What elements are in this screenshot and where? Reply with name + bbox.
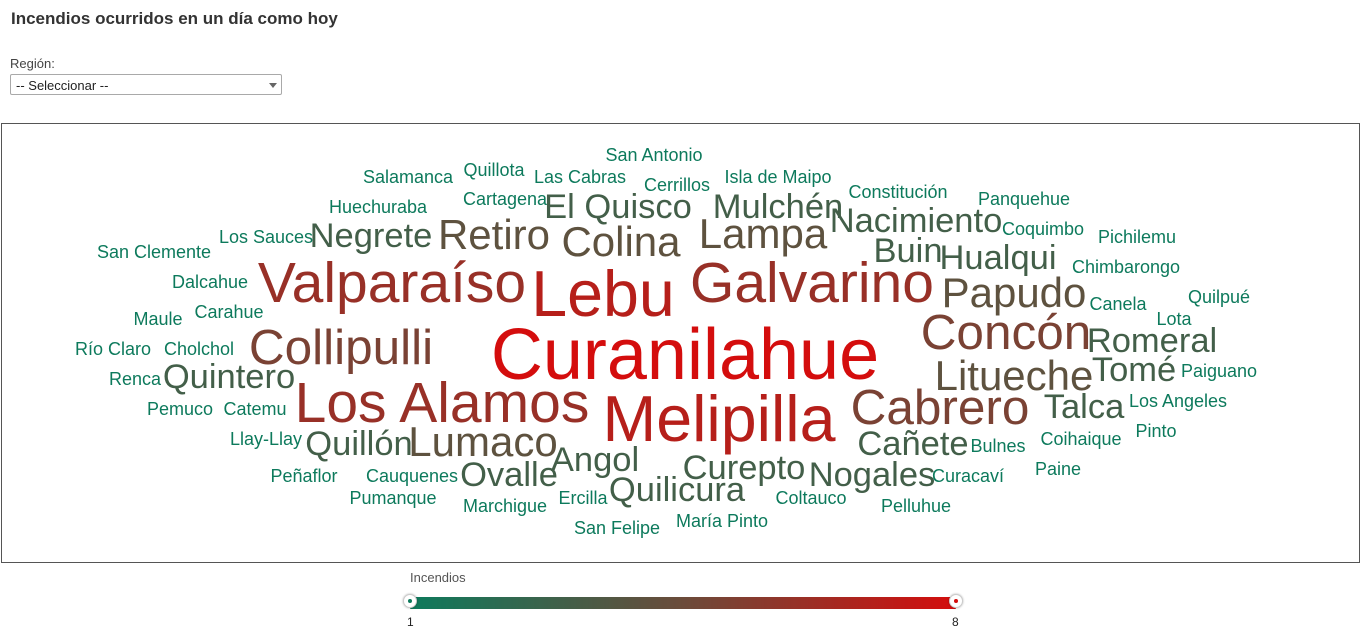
word-panquehue[interactable]: Panquehue [978, 189, 1070, 209]
word-quilicura[interactable]: Quilicura [609, 471, 746, 509]
word-constitucion[interactable]: Constitución [848, 182, 947, 202]
word-cerrillos[interactable]: Cerrillos [644, 175, 710, 195]
word-san-clemente[interactable]: San Clemente [97, 242, 211, 262]
word-cabrero[interactable]: Cabrero [851, 380, 1030, 435]
word-negrete[interactable]: Negrete [310, 217, 433, 255]
word-lebu[interactable]: Lebu [531, 258, 675, 330]
word-mulchen[interactable]: Mulchén [713, 188, 843, 226]
word-coihaique[interactable]: Coihaique [1040, 429, 1121, 449]
word-quilpue[interactable]: Quilpué [1188, 287, 1250, 307]
word-canete[interactable]: Cañete [857, 425, 968, 463]
word-litueche[interactable]: Litueche [935, 352, 1094, 399]
word-papudo[interactable]: Papudo [942, 269, 1087, 316]
legend-min-label: 1 [407, 615, 414, 629]
word-salamanca[interactable]: Salamanca [363, 167, 454, 187]
word-los-angeles[interactable]: Los Angeles [1129, 391, 1227, 411]
word-cartagena[interactable]: Cartagena [463, 189, 548, 209]
word-curacavi[interactable]: Curacaví [932, 466, 1004, 486]
word-pelluhue[interactable]: Pelluhue [881, 496, 951, 516]
word-collipulli[interactable]: Collipulli [249, 320, 433, 375]
word-paine[interactable]: Paine [1035, 459, 1081, 479]
word-coquimbo[interactable]: Coquimbo [1002, 219, 1084, 239]
word-el-quisco[interactable]: El Quisco [544, 188, 692, 226]
word-pemuco[interactable]: Pemuco [147, 399, 213, 419]
word-cholchol[interactable]: Cholchol [164, 339, 234, 359]
word-nogales[interactable]: Nogales [809, 456, 936, 494]
word-lumaco[interactable]: Lumaco [408, 418, 557, 465]
region-select[interactable]: -- Seleccionar -- [10, 74, 282, 95]
word-isla-de-maipo[interactable]: Isla de Maipo [724, 167, 831, 187]
word-maule[interactable]: Maule [133, 309, 182, 329]
word-penaflor[interactable]: Peñaflor [270, 466, 337, 486]
region-select-value: -- Seleccionar -- [16, 78, 109, 93]
word-carahue[interactable]: Carahue [194, 302, 263, 322]
word-curanilahue[interactable]: Curanilahue [491, 315, 879, 395]
word-talca[interactable]: Talca [1044, 388, 1125, 426]
word-san-antonio[interactable]: San Antonio [605, 145, 702, 165]
legend-gradient-bar [410, 597, 956, 609]
word-hualqui[interactable]: Hualqui [940, 239, 1057, 277]
word-bulnes[interactable]: Bulnes [970, 436, 1025, 456]
word-huechuraba[interactable]: Huechuraba [329, 197, 428, 217]
word-concon[interactable]: Concón [921, 305, 1092, 360]
word-colina[interactable]: Colina [561, 218, 681, 265]
word-los-sauces[interactable]: Los Sauces [219, 227, 313, 247]
word-nacimiento[interactable]: Nacimiento [830, 202, 1003, 240]
word-lota[interactable]: Lota [1156, 309, 1192, 329]
word-pichilemu[interactable]: Pichilemu [1098, 227, 1176, 247]
word-los-alamos[interactable]: Los Alamos [295, 371, 590, 435]
word-las-cabras[interactable]: Las Cabras [534, 167, 626, 187]
page-title: Incendios ocurridos en un día como hoy [11, 9, 338, 28]
word-rio-claro[interactable]: Río Claro [75, 339, 151, 359]
word-buin[interactable]: Buin [873, 232, 942, 270]
word-paiguano[interactable]: Paiguano [1181, 361, 1257, 381]
word-quintero[interactable]: Quintero [163, 358, 295, 396]
word-ercilla[interactable]: Ercilla [558, 488, 608, 508]
word-renca[interactable]: Renca [109, 369, 162, 389]
word-pinto[interactable]: Pinto [1135, 421, 1176, 441]
legend-max-handle[interactable] [949, 594, 963, 608]
word-cauquenes[interactable]: Cauquenes [366, 466, 458, 486]
region-label: Región: [10, 56, 55, 71]
word-retiro[interactable]: Retiro [438, 211, 550, 258]
word-llay-llay[interactable]: Llay-Llay [230, 429, 302, 449]
word-angol[interactable]: Angol [551, 441, 639, 479]
word-marchigue[interactable]: Marchigue [463, 496, 547, 516]
word-galvarino[interactable]: Galvarino [690, 251, 934, 315]
word-curepto[interactable]: Curepto [683, 449, 806, 487]
word-cloud-panel: Curanilahue Melipilla Lebu Valparaíso Galvar… [1, 123, 1360, 563]
word-ovalle[interactable]: Ovalle [460, 456, 558, 494]
word-quillota[interactable]: Quillota [463, 160, 525, 180]
word-san-felipe[interactable]: San Felipe [574, 518, 660, 538]
chevron-down-icon [269, 83, 277, 88]
word-dalcahue[interactable]: Dalcahue [172, 272, 248, 292]
word-pumanque[interactable]: Pumanque [349, 488, 436, 508]
legend-max-label: 8 [952, 615, 959, 629]
word-melipilla[interactable]: Melipilla [603, 383, 836, 455]
word-lampa[interactable]: Lampa [699, 210, 828, 257]
word-catemu[interactable]: Catemu [223, 399, 286, 419]
word-romeral[interactable]: Romeral [1087, 322, 1217, 360]
word-canela[interactable]: Canela [1089, 294, 1147, 314]
word-chimbarongo[interactable]: Chimbarongo [1072, 257, 1180, 277]
legend-min-handle[interactable] [403, 594, 417, 608]
word-tome[interactable]: Tomé [1092, 351, 1176, 389]
word-coltauco[interactable]: Coltauco [775, 488, 846, 508]
word-quillon[interactable]: Quillón [305, 425, 412, 463]
word-valparaiso[interactable]: Valparaíso [258, 251, 526, 315]
word-maria-pinto[interactable]: María Pinto [676, 511, 768, 531]
legend-title: Incendios [410, 570, 466, 585]
